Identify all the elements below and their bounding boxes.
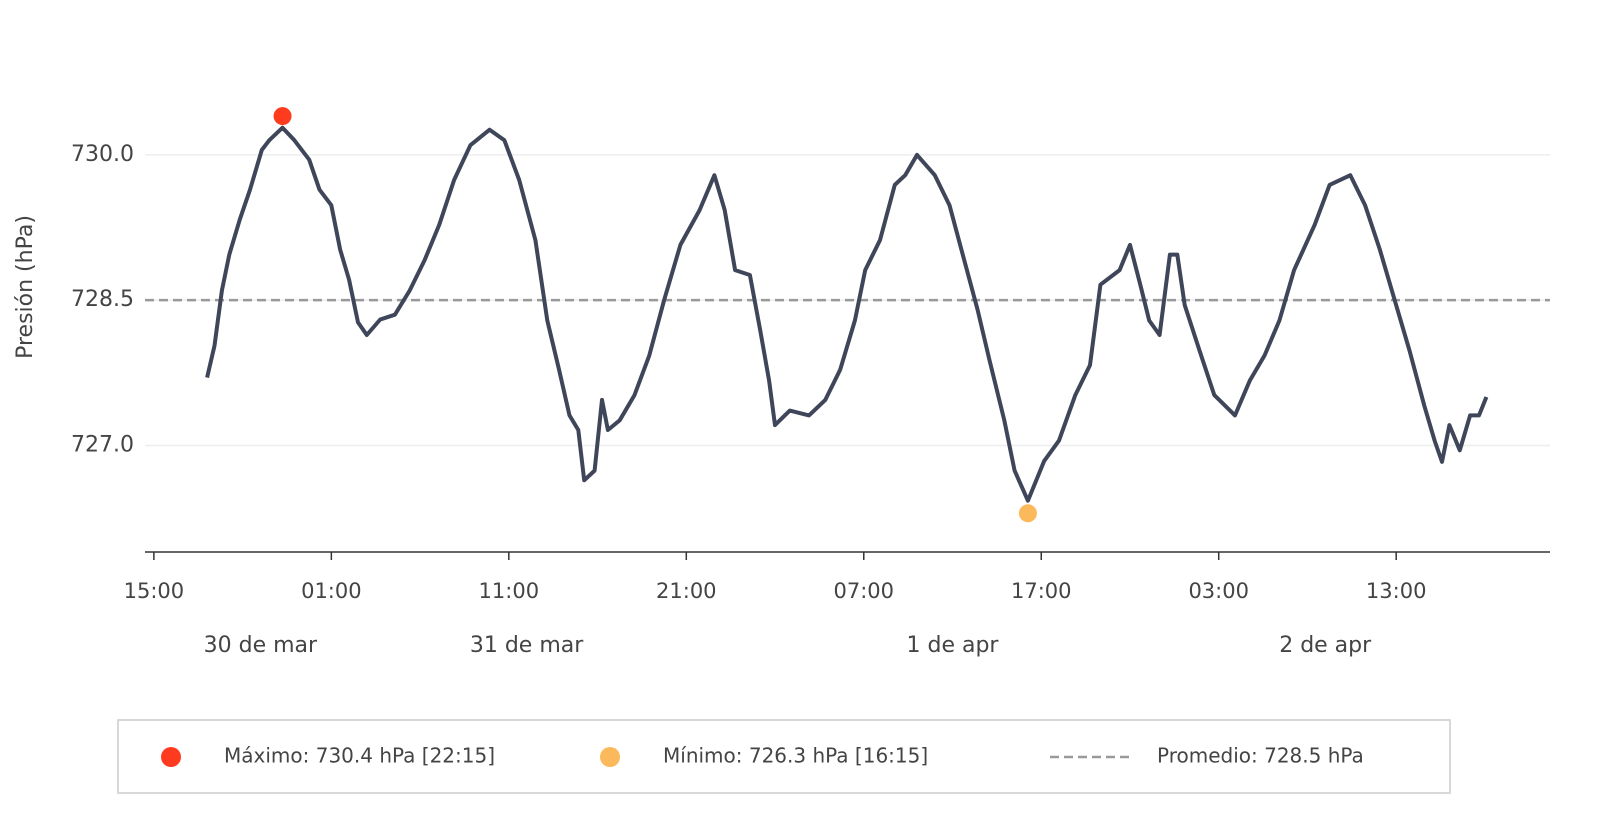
date-label: 1 de apr xyxy=(907,633,1000,658)
extreme-marker xyxy=(1018,504,1037,523)
x-tick-label: 11:00 xyxy=(479,579,540,603)
y-tick-label: 727.0 xyxy=(71,432,134,457)
x-tick-label: 21:00 xyxy=(656,579,717,603)
legend-marker xyxy=(161,747,181,767)
legend-label: Mínimo: 726.3 hPa [16:15] xyxy=(663,744,928,768)
x-tick-label: 15:00 xyxy=(124,579,185,603)
y-axis-label: Presión (hPa) xyxy=(13,215,38,359)
x-tick-label: 17:00 xyxy=(1011,579,1072,603)
date-label: 31 de mar xyxy=(470,633,584,658)
pressure-line xyxy=(205,125,1489,503)
x-tick-label: 01:00 xyxy=(301,579,362,603)
x-tick-label: 13:00 xyxy=(1366,579,1427,603)
date-label: 30 de mar xyxy=(204,633,318,658)
extreme-marker xyxy=(273,107,292,126)
legend-label: Máximo: 730.4 hPa [22:15] xyxy=(224,744,495,768)
legend-label: Promedio: 728.5 hPa xyxy=(1157,744,1364,768)
y-tick-label: 728.5 xyxy=(71,287,134,312)
date-label: 2 de apr xyxy=(1279,633,1372,658)
x-tick-label: 03:00 xyxy=(1188,579,1249,603)
legend-box xyxy=(117,719,1451,794)
legend-marker xyxy=(600,747,620,767)
y-tick-label: 730.0 xyxy=(71,142,134,167)
x-tick-label: 07:00 xyxy=(834,579,895,603)
